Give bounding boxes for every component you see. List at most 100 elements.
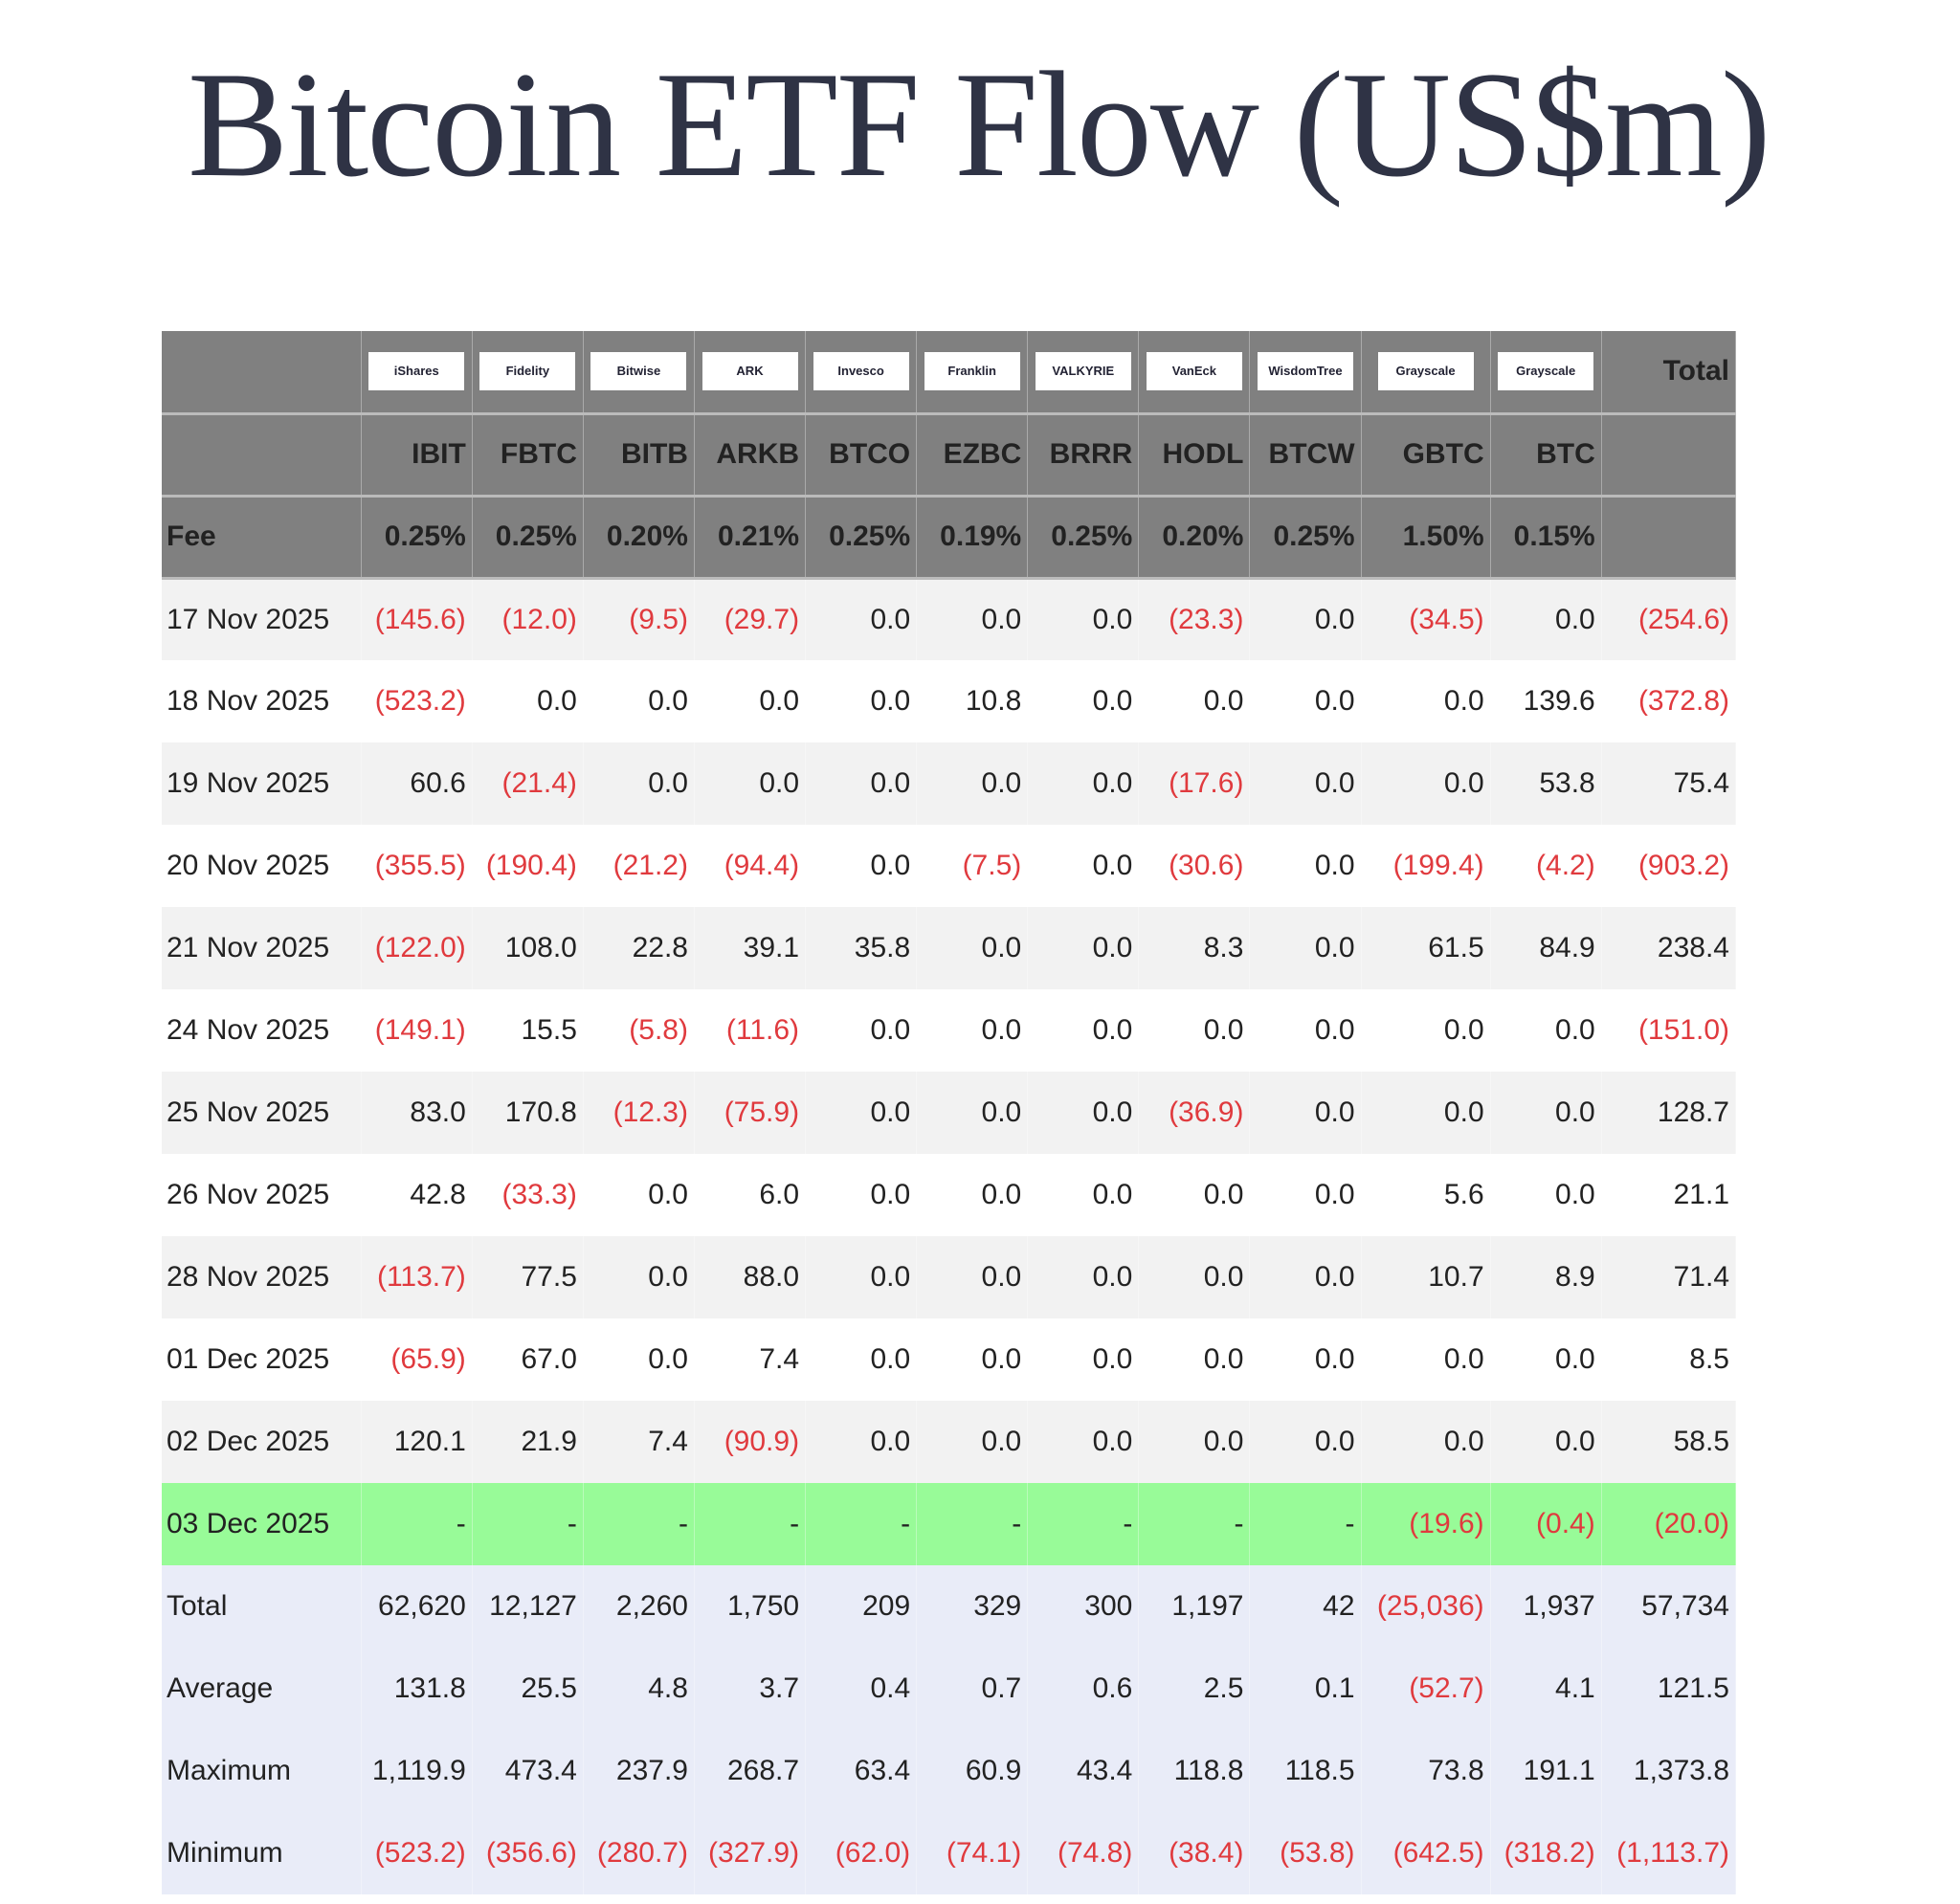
summary-cell: 12,127 [472,1565,584,1648]
date-cell: 21 Nov 2025 [162,907,362,989]
summary-cell: (25,036) [1361,1565,1491,1648]
summary-row: Average 131.8 25.5 4.8 3.7 0.4 0.7 0.6 2.5 0.1 (52… [162,1648,1737,1730]
row-total-cell: (151.0) [1601,989,1737,1072]
summary-cell: 2.5 [1138,1648,1251,1730]
flow-cell: 0.0 [1249,989,1362,1072]
flow-cell: 0.0 [1249,1154,1362,1236]
flow-cell: 0.0 [916,1401,1029,1483]
row-total-cell: 58.5 [1601,1401,1737,1483]
flow-cell: 0.0 [1027,907,1140,989]
summary-cell: 2,260 [583,1565,695,1648]
summary-cell: 1,937 [1490,1565,1602,1648]
flow-cell: 0.0 [1027,742,1140,825]
ticker-header: BTCO [805,413,918,498]
flow-cell: (113.7) [361,1236,473,1318]
flow-cell: 0.0 [472,660,584,742]
flow-cell: 10.7 [1361,1236,1491,1318]
summary-label: Average [162,1648,362,1730]
fee-cell: 0.25% [805,496,918,580]
summary-cell: 1,373.8 [1601,1730,1737,1812]
summary-cell: (642.5) [1361,1812,1491,1894]
table-row: 02 Dec 2025 120.1 21.9 7.4 (90.9) 0.0 0.0 0.0 0.… [162,1401,1737,1483]
flow-cell: 0.0 [583,660,695,742]
flow-cell: (21.2) [583,825,695,907]
flow-cell: 83.0 [361,1072,473,1154]
table-row: 17 Nov 2025 (145.6) (12.0) (9.5) (29.7) 0.0 0.… [162,578,1737,660]
summary-cell: 3.7 [694,1648,807,1730]
fee-cell: 0.20% [583,496,695,580]
flow-cell: (17.6) [1138,742,1251,825]
flow-cell: 42.8 [361,1154,473,1236]
flow-cell: 120.1 [361,1401,473,1483]
flow-cell: 170.8 [472,1072,584,1154]
flow-cell: 0.0 [1249,907,1362,989]
flow-cell: 0.0 [1027,989,1140,1072]
summary-cell: 63.4 [805,1730,918,1812]
flow-cell: 0.0 [1138,1154,1251,1236]
table-row: 26 Nov 2025 42.8 (33.3) 0.0 6.0 0.0 0.0 0.0 0.0 0… [162,1154,1737,1236]
flow-cell: 67.0 [472,1318,584,1401]
logo-cell: WisdomTree [1249,331,1362,415]
table-row: 20 Nov 2025 (355.5) (190.4) (21.2) (94.4) 0.0… [162,825,1737,907]
flow-cell: 0.0 [1027,825,1140,907]
flow-cell: (65.9) [361,1318,473,1401]
row-total-cell: (254.6) [1601,578,1737,660]
flow-cell: 0.0 [583,1154,695,1236]
summary-cell: 4.1 [1490,1648,1602,1730]
flow-cell: 22.8 [583,907,695,989]
summary-label: Maximum [162,1730,362,1812]
date-cell: 26 Nov 2025 [162,1154,362,1236]
flow-cell: (523.2) [361,660,473,742]
row-total-cell: (903.2) [1601,825,1737,907]
flow-cell: - [694,1483,807,1565]
row-total-cell: (372.8) [1601,660,1737,742]
flow-cell: - [1249,1483,1362,1565]
summary-cell: (74.1) [916,1812,1029,1894]
summary-cell: 237.9 [583,1730,695,1812]
issuer-logo: VALKYRIE [1035,352,1131,391]
flow-cell: (122.0) [361,907,473,989]
flow-cell: 0.0 [694,742,807,825]
flow-cell: 21.9 [472,1401,584,1483]
flow-cell: 0.0 [1361,742,1491,825]
total-header: Total [1601,331,1737,415]
summary-label: Total [162,1565,362,1648]
flow-cell: 0.0 [1249,1072,1362,1154]
flow-cell: - [1027,1483,1140,1565]
summary-cell: 131.8 [361,1648,473,1730]
flow-cell: (190.4) [472,825,584,907]
flow-cell: 10.8 [916,660,1029,742]
summary-cell: 118.8 [1138,1730,1251,1812]
flow-cell: (4.2) [1490,825,1602,907]
summary-cell: 43.4 [1027,1730,1140,1812]
row-total-cell: 8.5 [1601,1318,1737,1401]
flow-cell: (7.5) [916,825,1029,907]
date-cell: 24 Nov 2025 [162,989,362,1072]
table-row: 24 Nov 2025 (149.1) 15.5 (5.8) (11.6) 0.0 0.0 0… [162,989,1737,1072]
summary-cell: (356.6) [472,1812,584,1894]
issuer-logo: Invesco [813,352,909,391]
ticker-header: BTCW [1249,413,1362,498]
ticker-header: HODL [1138,413,1251,498]
fee-cell: 1.50% [1361,496,1491,580]
flow-cell: 0.0 [805,742,918,825]
header-empty-cell [1601,496,1737,580]
header-empty-cell [162,331,362,415]
flow-cell: 0.0 [1490,989,1602,1072]
fee-cell: 0.25% [361,496,473,580]
flow-cell: - [472,1483,584,1565]
table-row: 18 Nov 2025 (523.2) 0.0 0.0 0.0 0.0 10.8 0.0 0.0… [162,660,1737,742]
flow-cell: 0.0 [805,1154,918,1236]
table-row: 28 Nov 2025 (113.7) 77.5 0.0 88.0 0.0 0.0 0.0 0.… [162,1236,1737,1318]
fee-cell: 0.21% [694,496,807,580]
date-cell: 03 Dec 2025 [162,1483,362,1565]
logo-cell: Grayscale [1361,331,1491,415]
flow-cell: 0.0 [1027,1401,1140,1483]
flow-cell: 39.1 [694,907,807,989]
table-row: 19 Nov 2025 60.6 (21.4) 0.0 0.0 0.0 0.0 0.0 (17.… [162,742,1737,825]
date-cell: 02 Dec 2025 [162,1401,362,1483]
flow-cell: 0.0 [1027,578,1140,660]
flow-cell: 6.0 [694,1154,807,1236]
flow-cell: 0.0 [1027,1072,1140,1154]
issuer-logo: Grayscale [1377,352,1474,391]
